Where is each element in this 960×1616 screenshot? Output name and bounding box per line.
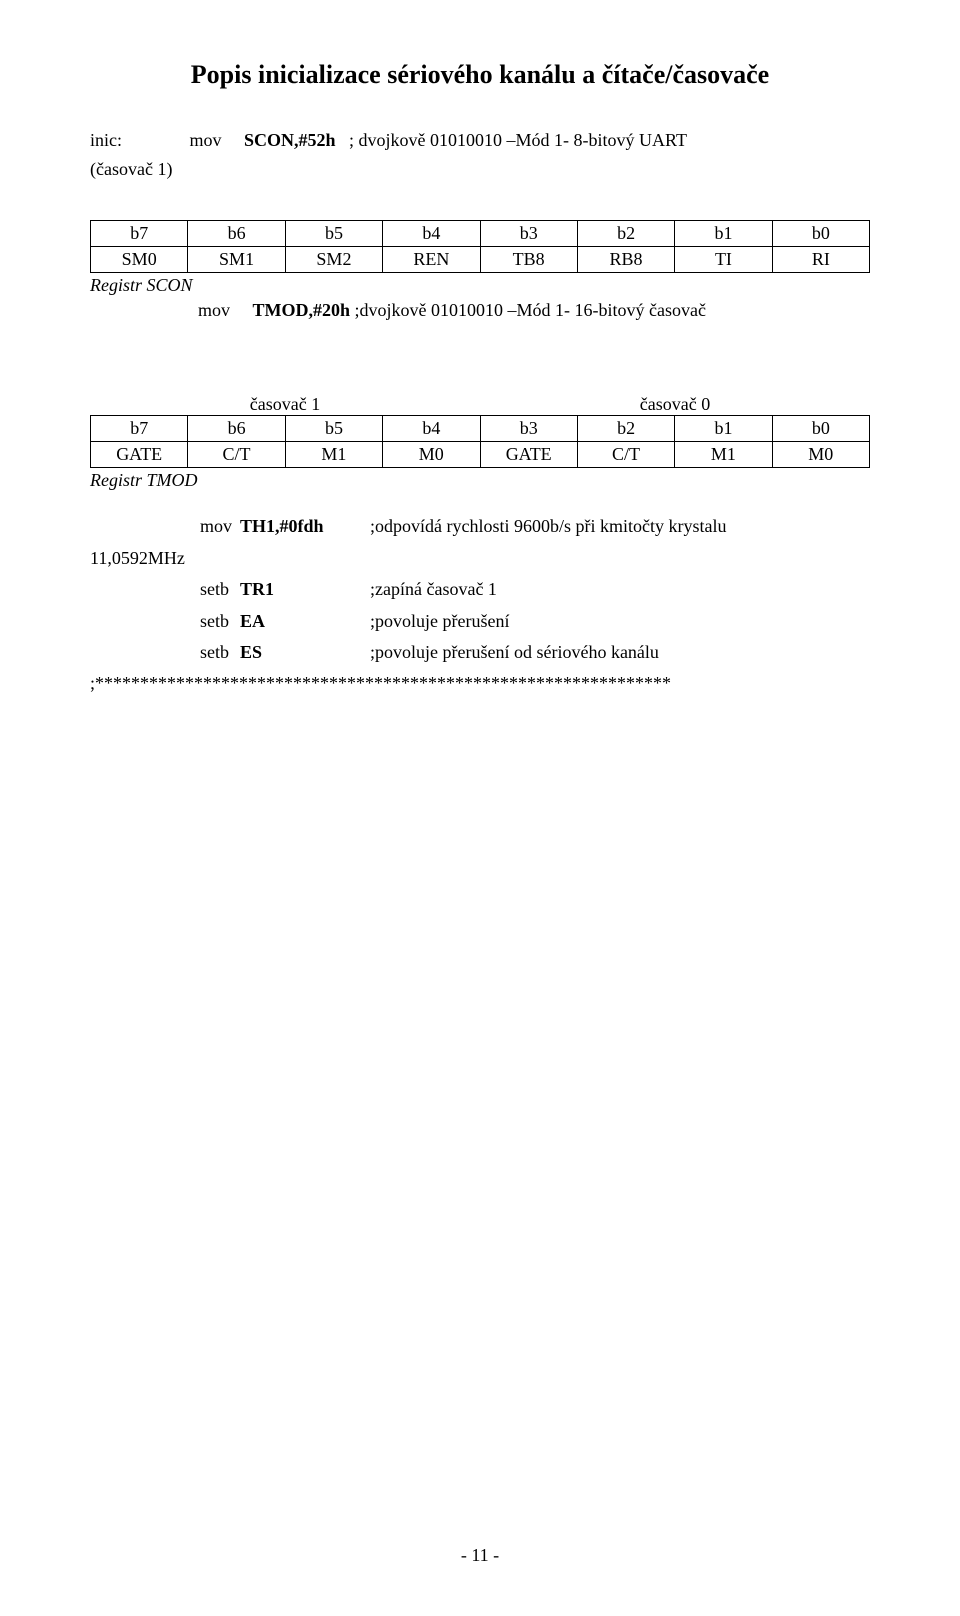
r1-instr: mov xyxy=(90,511,240,543)
r4-arg: ES xyxy=(240,637,370,669)
scon-h-1: b6 xyxy=(188,220,285,246)
mov-tmod-line: mov TMOD,#20h ;dvojkově 01010010 –Mód 1-… xyxy=(90,296,870,325)
r4-comment: ;povoluje přerušení od sériového kanálu xyxy=(370,637,870,669)
code-block: mov TH1,#0fdh ;odpovídá rychlosti 9600b/… xyxy=(90,511,870,669)
page-number: - 11 - xyxy=(0,1545,960,1566)
tmod-h-3: b4 xyxy=(383,416,480,442)
tmod-h-0: b7 xyxy=(91,416,188,442)
r2-comment: ;zapíná časovač 1 xyxy=(370,574,870,606)
inic-arg: SCON,#52h xyxy=(244,130,336,150)
scon-c-1: SM1 xyxy=(188,246,285,272)
scon-c-0: SM0 xyxy=(91,246,188,272)
scon-h-4: b3 xyxy=(480,220,577,246)
tmod-span-row: časovač 1 časovač 0 xyxy=(90,394,870,415)
scon-c-3: REN xyxy=(383,246,480,272)
scon-h-7: b0 xyxy=(772,220,869,246)
inic-instr: mov xyxy=(190,130,222,150)
tmod-h-6: b1 xyxy=(675,416,772,442)
r1-comment: ;odpovídá rychlosti 9600b/s při kmitočty… xyxy=(370,511,870,543)
r2-arg: TR1 xyxy=(240,574,370,606)
scon-c-6: TI xyxy=(675,246,772,272)
freq-label: 11,0592MHz xyxy=(90,543,185,575)
separator: ;***************************************… xyxy=(90,673,870,694)
r1-arg: TH1,#0fdh xyxy=(240,511,370,543)
tmod-c-0: GATE xyxy=(91,442,188,468)
scon-c-7: RI xyxy=(772,246,869,272)
tmod-c-2: M1 xyxy=(285,442,382,468)
tmod-comment: ;dvojkově 01010010 –Mód 1- 16-bitový čas… xyxy=(355,300,706,320)
r3-comment: ;povoluje přerušení xyxy=(370,606,870,638)
tmod-c-6: M1 xyxy=(675,442,772,468)
scon-h-2: b5 xyxy=(285,220,382,246)
inic-label: inic: xyxy=(90,130,122,150)
page-title: Popis inicializace sériového kanálu a čí… xyxy=(90,60,870,90)
tmod-h-7: b0 xyxy=(772,416,869,442)
inic-line: inic: mov SCON,#52h ; dvojkově 01010010 … xyxy=(90,126,870,155)
scon-c-2: SM2 xyxy=(285,246,382,272)
tmod-h-2: b5 xyxy=(285,416,382,442)
scon-c-4: TB8 xyxy=(480,246,577,272)
scon-caption: Registr SCON xyxy=(90,275,870,296)
tmod-caption: Registr TMOD xyxy=(90,470,870,491)
scon-c-5: RB8 xyxy=(577,246,674,272)
tmod-c-5: C/T xyxy=(577,442,674,468)
tmod-c-7: M0 xyxy=(772,442,869,468)
r3-instr: setb xyxy=(90,606,240,638)
tmod-table: b7 b6 b5 b4 b3 b2 b1 b0 GATE C/T M1 M0 G… xyxy=(90,415,870,468)
tmod-span-right: časovač 0 xyxy=(480,394,870,415)
scon-h-5: b2 xyxy=(577,220,674,246)
scon-table: b7 b6 b5 b4 b3 b2 b1 b0 SM0 SM1 SM2 REN … xyxy=(90,220,870,273)
tmod-span-left: časovač 1 xyxy=(90,394,480,415)
r3-arg: EA xyxy=(240,606,370,638)
r4-instr: setb xyxy=(90,637,240,669)
tmod-h-5: b2 xyxy=(577,416,674,442)
scon-h-3: b4 xyxy=(383,220,480,246)
tmod-c-4: GATE xyxy=(480,442,577,468)
scon-h-0: b7 xyxy=(91,220,188,246)
tmod-arg: TMOD,#20h xyxy=(253,300,351,320)
tmod-c-3: M0 xyxy=(383,442,480,468)
tmod-h-1: b6 xyxy=(188,416,285,442)
tmod-h-4: b3 xyxy=(480,416,577,442)
inic-comment: ; dvojkově 01010010 –Mód 1- 8-bitový UAR… xyxy=(349,130,687,150)
tmod-instr: mov xyxy=(198,300,230,320)
tmod-c-1: C/T xyxy=(188,442,285,468)
r2-instr: setb xyxy=(90,574,240,606)
scon-h-6: b1 xyxy=(675,220,772,246)
inic-sub: (časovač 1) xyxy=(90,155,870,184)
